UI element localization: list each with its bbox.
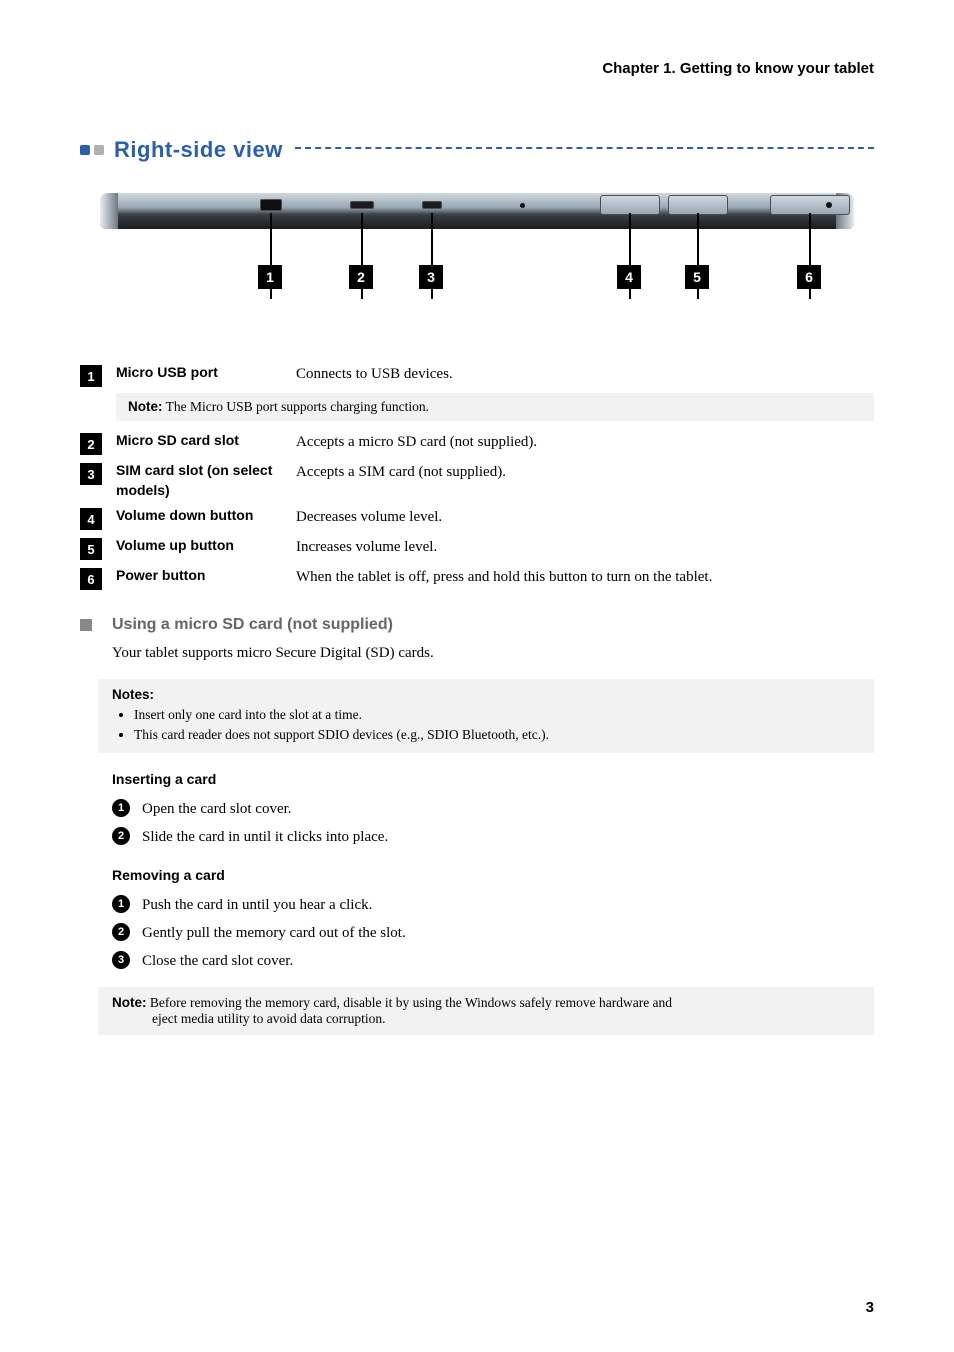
- spec-description: Increases volume level.: [296, 536, 437, 559]
- step-number-icon: 1: [112, 895, 130, 913]
- spec-number-box: 1: [80, 365, 102, 387]
- square-bullet-icon: [80, 619, 92, 631]
- page-number: 3: [866, 1299, 874, 1316]
- callout-6: 6: [797, 265, 821, 289]
- step-text: Close the card slot cover.: [142, 949, 293, 973]
- subsection-title: Using a micro SD card (not supplied): [112, 616, 393, 634]
- step-number-icon: 2: [112, 923, 130, 941]
- dot-icon: [94, 145, 104, 155]
- callout-1: 1: [258, 265, 282, 289]
- power-button-icon: [770, 195, 850, 215]
- spec-number-box: 3: [80, 463, 102, 485]
- mic-hole-icon: [520, 203, 525, 208]
- usb-port-icon: [260, 199, 282, 211]
- section-heading-row: Right-side view: [80, 137, 874, 163]
- spec-label: SIM card slot (on select models): [116, 461, 296, 500]
- volume-up-icon: [668, 195, 728, 215]
- step-text: Push the card in until you hear a click.: [142, 893, 372, 917]
- subsection-heading-row: Using a micro SD card (not supplied): [80, 616, 874, 634]
- final-note-block: Note: Before removing the memory card, d…: [98, 987, 874, 1035]
- note-label: Note:: [112, 995, 147, 1010]
- step-row: 2 Slide the card in until it clicks into…: [112, 825, 874, 849]
- page: Chapter 1. Getting to know your tablet R…: [0, 0, 954, 1352]
- dot-icon: [80, 145, 90, 155]
- spec-row: 1 Micro USB port Connects to USB devices…: [80, 363, 874, 387]
- callout-4: 4: [617, 265, 641, 289]
- spec-description: When the tablet is off, press and hold t…: [296, 566, 712, 589]
- hole-icon: [826, 202, 832, 208]
- step-number-icon: 3: [112, 951, 130, 969]
- chapter-title: Chapter 1. Getting to know your tablet: [80, 60, 874, 77]
- notes-block: Notes: Insert only one card into the slo…: [98, 679, 874, 754]
- section-title: Right-side view: [114, 137, 283, 163]
- spec-number-box: 6: [80, 568, 102, 590]
- step-row: 1 Push the card in until you hear a clic…: [112, 893, 874, 917]
- step-number-icon: 1: [112, 799, 130, 817]
- callout-3: 3: [419, 265, 443, 289]
- spec-description: Connects to USB devices.: [296, 363, 453, 386]
- notes-item: Insert only one card into the slot at a …: [134, 705, 860, 725]
- step-text: Gently pull the memory card out of the s…: [142, 921, 406, 945]
- subsection-body: Your tablet supports micro Secure Digita…: [112, 642, 874, 665]
- spec-number-box: 4: [80, 508, 102, 530]
- heading-dots: [80, 145, 104, 155]
- spec-label: Volume up button: [116, 536, 296, 556]
- spec-number-box: 5: [80, 538, 102, 560]
- device-illustration: 1 2 3 4 5 6: [100, 193, 854, 333]
- spec-number-box: 2: [80, 433, 102, 455]
- spec-label: Micro SD card slot: [116, 431, 296, 451]
- note-text-line2: eject media utility to avoid data corrup…: [152, 1011, 860, 1027]
- callout-2: 2: [349, 265, 373, 289]
- spec-row: 4 Volume down button Decreases volume le…: [80, 506, 874, 530]
- step-row: 3 Close the card slot cover.: [112, 949, 874, 973]
- spec-label: Power button: [116, 566, 296, 586]
- inserting-heading: Inserting a card: [112, 771, 874, 787]
- spec-label: Volume down button: [116, 506, 296, 526]
- dash-line-icon: [295, 147, 874, 149]
- spec-row: 2 Micro SD card slot Accepts a micro SD …: [80, 431, 874, 455]
- notes-item: This card reader does not support SDIO d…: [134, 725, 860, 745]
- spec-label: Micro USB port: [116, 363, 296, 383]
- spec-description: Accepts a SIM card (not supplied).: [296, 461, 506, 484]
- step-row: 1 Open the card slot cover.: [112, 797, 874, 821]
- note-text-line1: Before removing the memory card, disable…: [147, 995, 673, 1010]
- removing-heading: Removing a card: [112, 867, 874, 883]
- step-row: 2 Gently pull the memory card out of the…: [112, 921, 874, 945]
- callout-5: 5: [685, 265, 709, 289]
- step-text: Slide the card in until it clicks into p…: [142, 825, 388, 849]
- step-number-icon: 2: [112, 827, 130, 845]
- note-label: Note:: [128, 399, 163, 414]
- sim-slot-icon: [422, 201, 442, 209]
- note-text: The Micro USB port supports charging fun…: [163, 399, 429, 414]
- spec-description: Decreases volume level.: [296, 506, 442, 529]
- notes-title: Notes:: [112, 687, 860, 702]
- spec-description: Accepts a micro SD card (not supplied).: [296, 431, 537, 454]
- spec-row: 3 SIM card slot (on select models) Accep…: [80, 461, 874, 500]
- sd-slot-icon: [350, 201, 374, 209]
- spec-row: 5 Volume up button Increases volume leve…: [80, 536, 874, 560]
- volume-down-icon: [600, 195, 660, 215]
- step-text: Open the card slot cover.: [142, 797, 292, 821]
- note-block: Note: The Micro USB port supports chargi…: [116, 393, 874, 421]
- spec-row: 6 Power button When the tablet is off, p…: [80, 566, 874, 590]
